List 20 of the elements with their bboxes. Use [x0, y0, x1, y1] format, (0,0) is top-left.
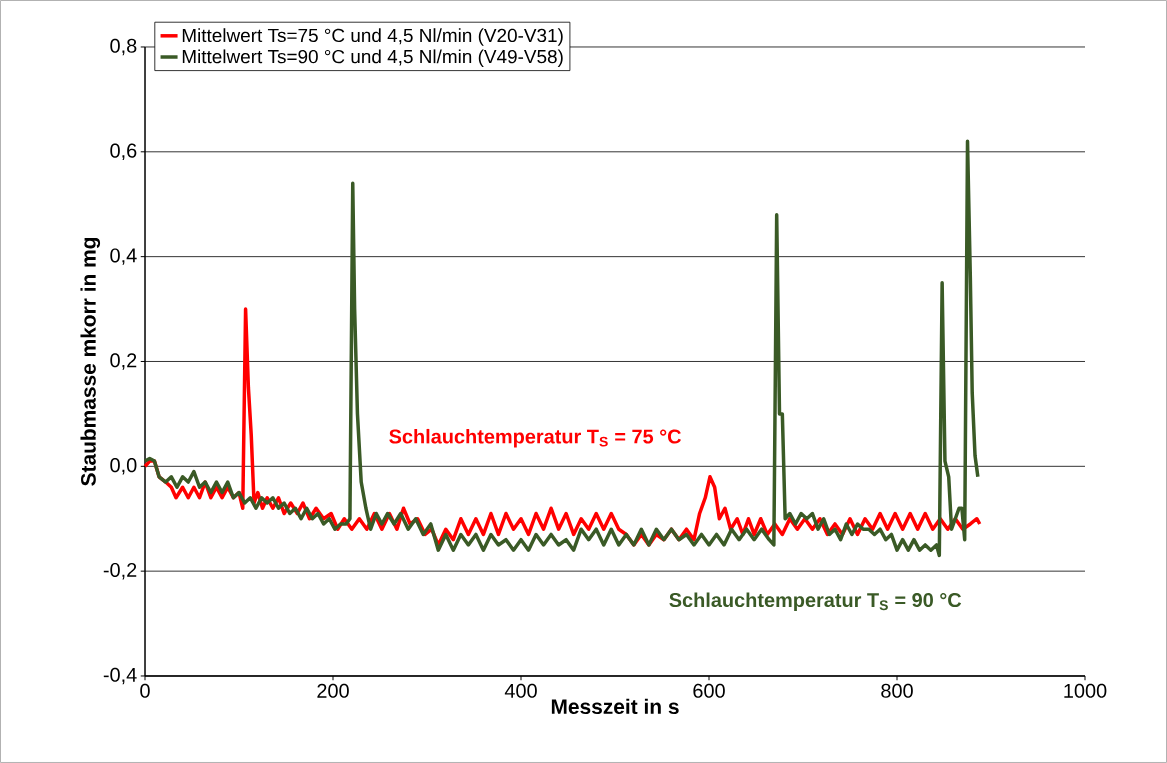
line-series [143, 139, 980, 558]
y-tick-label: 0,0 [110, 458, 137, 475]
x-tick-label: 800 [881, 683, 913, 698]
annotation: Schlauchtemperatur T$_{S}$ = 90 °C [669, 592, 962, 612]
y-tick-label: 0,2 [110, 353, 137, 370]
x-tick-label: 600 [693, 683, 725, 698]
y-tick-label: 0,4 [110, 248, 137, 265]
x-tick-label: 200 [317, 683, 349, 698]
y-tick-label: 0,8 [110, 38, 137, 56]
y-tick-label: 0,6 [110, 143, 137, 161]
y-axis-title: Staubmasse mkorr in mg [80, 237, 101, 486]
x-tick-label: 1000 [1064, 683, 1107, 698]
legend-label: Mittelwert Ts=75 °C und 4,5 Nl/min (V20-V31) [182, 28, 563, 46]
x-tick-label: 400 [504, 683, 537, 698]
x-tick-label: 0 [140, 683, 150, 698]
y-tick-label: -0,4 [103, 667, 137, 685]
annotation: Schlauchtemperatur T$_{S}$ = 75 °C [389, 428, 682, 448]
x-axis-title: Messzeit in s [551, 698, 679, 715]
y-tick-label: -0,2 [103, 562, 137, 580]
legend-label: Mittelwert Ts=90 °C und 4,5 Nl/min (V49-V58) [182, 49, 563, 68]
